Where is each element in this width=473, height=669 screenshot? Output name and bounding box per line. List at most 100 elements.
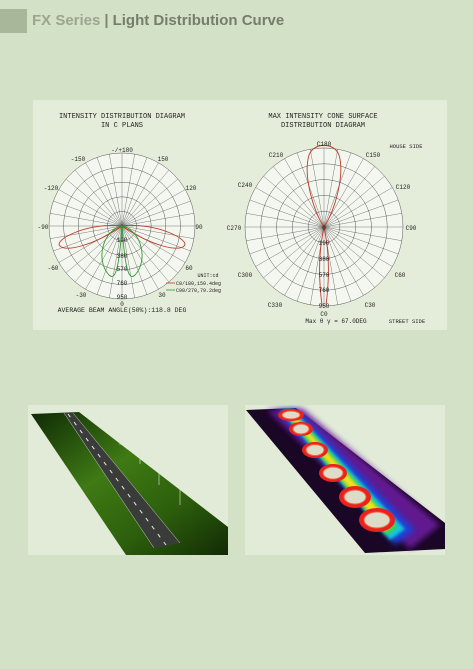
header-accent-block — [0, 9, 27, 33]
road-center-line — [67, 413, 167, 546]
grid-spoke — [96, 157, 123, 227]
section-title: Light Distribution Curve — [112, 12, 285, 29]
grid-spoke — [109, 225, 123, 298]
grid-spoke — [74, 225, 123, 283]
right-polar-diagram: HOUSE SIDE C180 C150 C120 C90 C60 C30 C0… — [227, 141, 426, 325]
radial-value: 570 — [117, 266, 128, 273]
angle-label-120: 120 — [186, 185, 197, 192]
plane-label-c330: C330 — [268, 302, 283, 309]
photometric-diagrams-svg: INTENSITY DISTRIBUTION DIAGRAM IN C PLAN… — [38, 113, 426, 325]
title-separator: | — [104, 12, 109, 29]
grid-spoke — [53, 225, 123, 252]
left-polar-diagram: -/+180 150 120 90 60 30 0 -30 -60 -90 -1… — [38, 147, 221, 314]
grid-spoke — [310, 149, 325, 228]
radial-value: 190 — [319, 240, 330, 247]
angle-label-minus90: -90 — [38, 224, 49, 231]
grid-spoke — [121, 225, 135, 298]
grid-spoke — [85, 225, 123, 290]
plane-label-c0: C0 — [320, 311, 328, 318]
grid-spoke — [273, 166, 325, 228]
right-title-line1: MAX INTENSITY CONE SURFACE — [268, 113, 377, 121]
grid-spoke — [323, 226, 375, 288]
grid-spoke — [296, 226, 325, 302]
page-header: FX Series | Light Distribution Curve — [0, 9, 473, 33]
grid-spoke — [323, 226, 385, 278]
radial-value: 950 — [319, 303, 330, 310]
plane-label-c60: C60 — [395, 272, 406, 279]
grid-spoke — [323, 226, 402, 241]
grid-spoke — [65, 225, 123, 274]
grid-spoke — [50, 213, 123, 227]
grid-spoke — [121, 162, 159, 227]
plane-label-c300: C300 — [238, 272, 253, 279]
radial-value: 760 — [117, 280, 128, 287]
road-edge-left — [63, 412, 155, 549]
max-angle-text: Max θ γ = 67.0DEG — [305, 318, 367, 325]
grid-spoke — [323, 226, 352, 302]
angle-label-60: 60 — [185, 265, 193, 272]
grid-spoke — [323, 199, 399, 228]
radial-value: 0 — [322, 225, 326, 232]
angle-label-0: 0 — [120, 301, 124, 308]
grid-spoke — [249, 226, 325, 255]
legend-c0-180: C0/180,150.4deg — [176, 281, 221, 287]
angle-label-minus120: -120 — [44, 185, 59, 192]
isolux-false-color-render — [245, 405, 445, 555]
unit-label: UNIT:cd — [197, 273, 218, 279]
grid-spoke — [74, 169, 123, 227]
plane-label-c30: C30 — [365, 302, 376, 309]
grid-spoke — [121, 213, 194, 227]
grid-spoke — [96, 225, 123, 295]
grid-spoke — [121, 189, 186, 227]
grid-spoke — [121, 225, 148, 295]
grid-spoke — [121, 178, 179, 227]
isolux-render-svg — [246, 408, 445, 553]
road-edge-right — [72, 412, 181, 544]
cone-house-side-curve — [306, 144, 342, 228]
left-title-line1: INTENSITY DISTRIBUTION DIAGRAM — [59, 113, 185, 121]
plane-label-c180: C180 — [317, 141, 332, 148]
radial-value: 760 — [319, 287, 330, 294]
grid-spoke — [323, 213, 402, 228]
grid-spoke — [121, 225, 191, 252]
grid-spoke — [263, 226, 325, 278]
grid-spoke — [121, 154, 135, 227]
angle-label-150: 150 — [158, 156, 169, 163]
grid-spoke — [121, 200, 191, 227]
radial-value: 570 — [319, 272, 330, 279]
plane-label-c210: C210 — [269, 152, 284, 159]
plane-label-c150: C150 — [366, 152, 381, 159]
grid-spoke — [323, 226, 364, 296]
grid-spoke — [323, 226, 393, 267]
grid-spoke — [255, 226, 325, 267]
grid-spoke — [121, 225, 159, 290]
street-side-label: STREET SIDE — [389, 318, 426, 325]
radial-value: 190 — [117, 237, 128, 244]
grid-spoke — [121, 157, 148, 227]
grid-spoke — [273, 226, 325, 288]
angle-label-minus60: -60 — [48, 265, 59, 272]
legend-c90-270: C90/270,79.2deg — [176, 288, 221, 294]
house-side-label: HOUSE SIDE — [389, 143, 423, 150]
grid-spoke — [246, 226, 325, 241]
grid-spoke — [85, 162, 123, 227]
page-title: FX Series | Light Distribution Curve — [32, 12, 284, 29]
grid-spoke — [249, 199, 325, 228]
light-poles — [100, 417, 181, 505]
plane-label-c270: C270 — [227, 225, 242, 232]
series-name: FX Series — [32, 12, 101, 29]
isolux-hotspots-peak — [281, 410, 391, 529]
plane-label-c90: C90 — [406, 225, 417, 232]
grid-spoke — [121, 169, 170, 227]
radial-value: 380 — [117, 253, 128, 260]
grid-spoke — [323, 187, 393, 228]
road-render-svg — [31, 412, 228, 555]
angle-label-90: 90 — [195, 224, 203, 231]
grid-spoke — [50, 225, 123, 239]
grid-spoke — [246, 213, 325, 228]
grid-spoke — [323, 166, 375, 228]
grid-spoke — [255, 187, 325, 228]
grid-spoke — [323, 226, 399, 255]
grid-spoke — [323, 149, 338, 228]
grid-spoke — [121, 225, 179, 274]
